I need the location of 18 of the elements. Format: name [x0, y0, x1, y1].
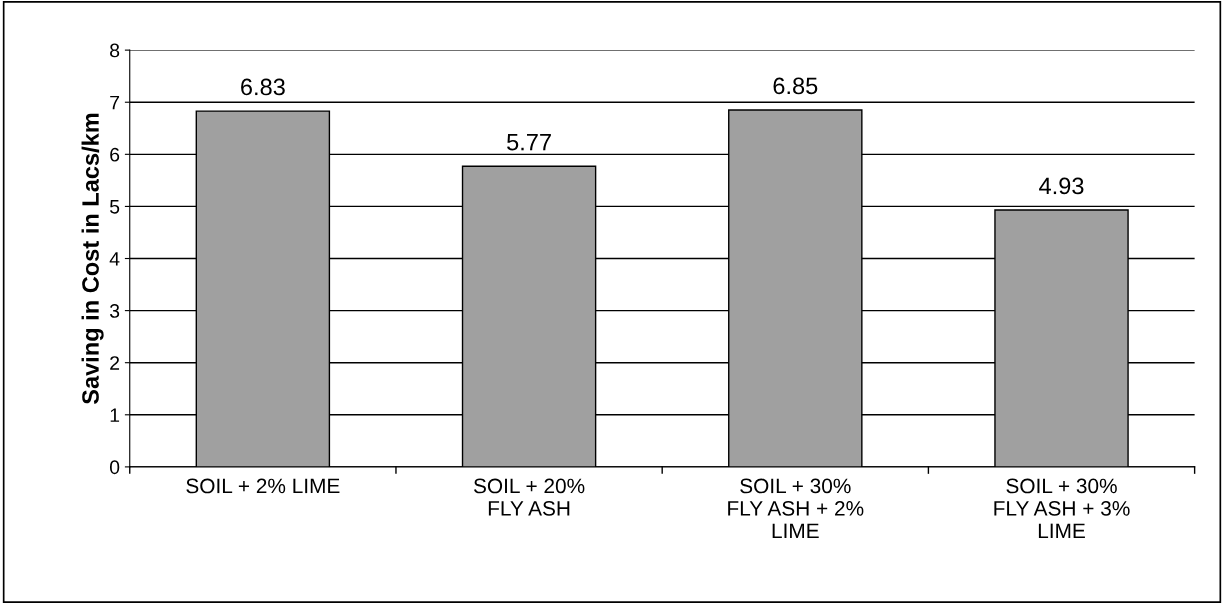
x-tick-label: SOIL + 2% LIME [186, 478, 340, 494]
data-label: 6.85 [773, 77, 818, 95]
x-tick-label: SOIL + 30% FLY ASH + 2% LIME [728, 478, 864, 538]
y-tick-label: 3 [109, 304, 120, 318]
x-tick-label: SOIL + 20% FLY ASH [473, 478, 585, 516]
y-tick-label: 5 [109, 200, 120, 214]
y-tick-label: 0 [109, 460, 120, 475]
y-tick-label: 2 [110, 356, 120, 370]
data-label: 6.83 [241, 78, 285, 96]
data-label: 4.93 [1039, 177, 1084, 195]
y-tick-label: 4 [109, 252, 120, 266]
y-tick-label: 8 [110, 43, 120, 58]
y-tick-label: 6 [110, 147, 120, 162]
y-tick-label: 1 [110, 408, 120, 422]
data-label: 5.77 [507, 134, 551, 151]
y-axis-title: Saving in Cost in Lacs/km [81, 113, 104, 405]
x-tick-label: SOIL + 30% FLY ASH + 3% LIME [994, 478, 1130, 538]
y-tick-label: 7 [110, 95, 120, 110]
